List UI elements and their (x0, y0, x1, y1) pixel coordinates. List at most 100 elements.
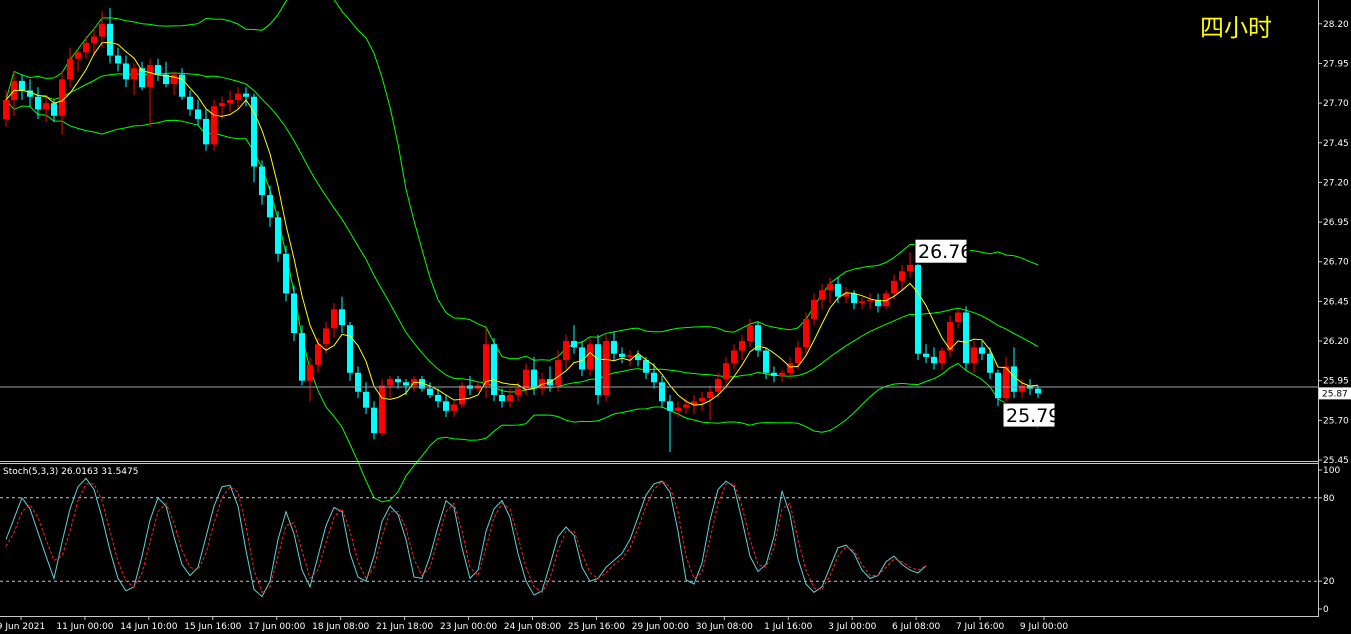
candle-body (867, 299, 873, 302)
candle-body (387, 379, 393, 386)
candle-body (259, 166, 265, 196)
candle-body (987, 353, 993, 373)
price-tick-label: 25.70 (1323, 416, 1349, 426)
candle-body (779, 372, 785, 376)
time-tick-label: 17 Jun 00:00 (248, 622, 305, 632)
candle-body (995, 372, 1001, 399)
candle-body (603, 341, 609, 395)
candle-body (811, 299, 817, 319)
candle-body (403, 382, 409, 386)
candle-body (267, 195, 273, 218)
candle-body (67, 58, 73, 80)
annotation-label: 26.76 (918, 241, 972, 263)
candle-body (595, 344, 601, 395)
candle-body (555, 360, 561, 386)
candle-body (915, 264, 921, 354)
candle-body (979, 347, 985, 354)
stochastic-levels (0, 497, 1318, 582)
candle-body (1019, 385, 1025, 392)
time-tick-label: 3 Jul 00:00 (828, 622, 877, 632)
candle-body (947, 322, 953, 351)
candle-body (963, 312, 969, 364)
price-pane[interactable] (0, 0, 1318, 503)
candle-body (723, 363, 729, 380)
candle-body (651, 372, 657, 383)
candle-body (195, 109, 201, 119)
candle-body (299, 333, 305, 381)
price-tick-label: 26.45 (1323, 297, 1349, 307)
candle-body (395, 379, 401, 383)
candle-body (971, 347, 977, 364)
candle-body (171, 74, 177, 85)
candle-body (899, 271, 905, 281)
stochastic-signal-line (5, 480, 927, 594)
candle-body (19, 80, 25, 91)
candle-body (443, 401, 449, 411)
annotation-box (914, 238, 968, 264)
candle-body (803, 318, 809, 348)
price-tick-label: 27.95 (1323, 59, 1349, 69)
candle-body (115, 55, 121, 64)
candle-body (315, 344, 321, 365)
price-tick-label: 26.20 (1323, 337, 1349, 347)
stochastic-lines (5, 477, 927, 598)
candle-body (291, 293, 297, 334)
candle-body (891, 280, 897, 294)
candle-body (283, 253, 289, 294)
candle-body (99, 23, 105, 37)
candle-body (755, 325, 761, 351)
candle-body (643, 360, 649, 373)
price-axis: 28.20 27.95 27.70 27.45 27.20 26.95 26.70 26.45… (1318, 20, 1351, 466)
stochastic-pane[interactable] (0, 477, 1318, 598)
candle-body (691, 401, 697, 405)
candle-body (483, 344, 489, 386)
candle-body (27, 90, 33, 97)
candle-body (795, 347, 801, 364)
stochastic-tick-label: 0 (1323, 605, 1329, 615)
candle-body (667, 401, 673, 411)
price-tick-label: 25.95 (1323, 377, 1349, 387)
bollinger-bands (5, 0, 1039, 503)
candle-body (771, 372, 777, 376)
candle-body (627, 355, 633, 357)
time-tick-label: 14 Jun 10:00 (120, 622, 177, 632)
time-tick-label: 21 Jun 18:00 (376, 622, 433, 632)
candle-body (739, 341, 745, 351)
candle-body (499, 394, 505, 402)
candle-body (307, 364, 313, 381)
candle-body (683, 404, 689, 408)
price-tick-label: 27.70 (1323, 99, 1349, 109)
candle-body (875, 299, 881, 307)
time-tick-label: 23 Jun 00:00 (440, 622, 497, 632)
current-price-label: 25.87 (1322, 389, 1348, 399)
time-tick-label: 30 Jun 08:00 (696, 622, 753, 632)
candle-body (155, 65, 161, 75)
candle-body (931, 356, 937, 364)
candle-body (1035, 388, 1041, 394)
candle-body (107, 23, 113, 56)
candle-body (955, 312, 961, 322)
time-tick-label: 9 Jul 00:00 (1020, 622, 1069, 632)
candle-body (731, 350, 737, 364)
candle-body (251, 96, 257, 167)
band-upper (5, 0, 1039, 361)
candle-body (579, 347, 585, 370)
candle-body (211, 106, 217, 145)
candle-body (507, 394, 513, 402)
candle-body (51, 103, 57, 116)
price-tick-label: 26.95 (1323, 218, 1349, 228)
price-annotations: 26.76 25.79 (914, 238, 1060, 428)
candle-body (235, 93, 241, 100)
candle-body (715, 379, 721, 392)
candle-body (179, 74, 185, 97)
candle-body (459, 385, 465, 405)
candle-body (883, 293, 889, 307)
candle-body (371, 407, 377, 434)
candle-body (43, 103, 49, 110)
candle-body (75, 52, 81, 59)
time-tick-label: 7 Jul 16:00 (956, 622, 1005, 632)
time-tick-label: 11 Jun 00:00 (56, 622, 113, 632)
candle-body (83, 42, 89, 53)
